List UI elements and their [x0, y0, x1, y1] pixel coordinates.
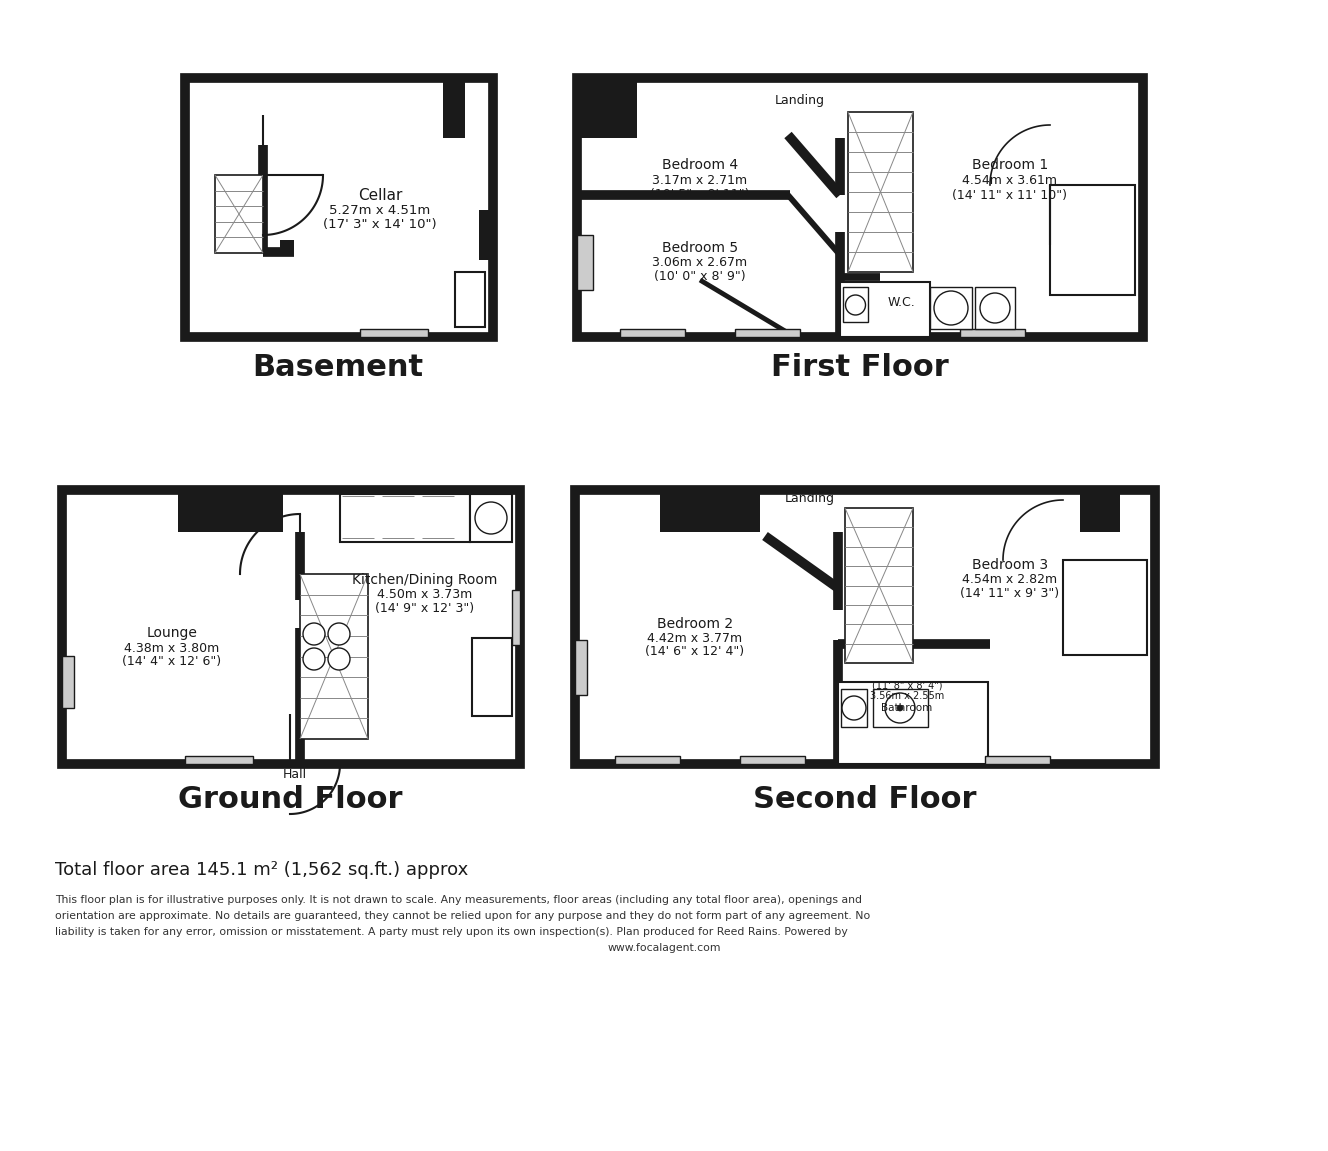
Bar [340, 494, 470, 542]
Text: (14' 4" x 12' 6"): (14' 4" x 12' 6") [122, 656, 222, 669]
Text: Bedroom 5: Bedroom 5 [661, 241, 738, 256]
Bar [456, 272, 485, 327]
Bar [470, 494, 513, 542]
Bar [575, 490, 1155, 764]
Bar [576, 235, 594, 290]
Text: 4.50m x 3.73m: 4.50m x 3.73m [377, 587, 473, 601]
Bar [575, 640, 587, 695]
Bar [444, 78, 465, 138]
Text: This floor plan is for illustrative purposes only. It is not drawn to scale. Any: This floor plan is for illustrative purp… [54, 895, 862, 905]
Bar [872, 689, 928, 727]
Text: orientation are approximate. No details are guaranteed, they cannot be relied up: orientation are approximate. No details … [54, 910, 870, 921]
Text: (14' 11" x 9' 3"): (14' 11" x 9' 3") [960, 587, 1060, 600]
Bar [975, 287, 1015, 329]
Text: 3.17m x 2.71m: 3.17m x 2.71m [652, 174, 748, 186]
Text: Kitchen/Dining Room: Kitchen/Dining Room [352, 573, 498, 587]
Circle shape [303, 648, 325, 670]
Circle shape [328, 648, 351, 670]
Bar [960, 329, 1025, 337]
Text: (17' 3" x 14' 10"): (17' 3" x 14' 10") [323, 218, 437, 230]
Text: Lounge: Lounge [146, 626, 198, 640]
Circle shape [846, 295, 866, 315]
Text: (14' 9" x 12' 3"): (14' 9" x 12' 3") [376, 602, 474, 615]
Circle shape [303, 623, 325, 645]
Bar [1062, 561, 1147, 655]
Text: (11' 8" x 8' 4"): (11' 8" x 8' 4") [871, 680, 943, 689]
Circle shape [842, 696, 866, 721]
Bar [660, 490, 760, 532]
Text: (14' 6" x 12' 4"): (14' 6" x 12' 4") [645, 646, 745, 658]
Bar [62, 656, 74, 708]
Text: Bedroom 3: Bedroom 3 [972, 558, 1048, 572]
Text: 3.06m x 2.67m: 3.06m x 2.67m [652, 256, 748, 268]
Bar [620, 329, 685, 337]
Text: 3.56m x 2.55m: 3.56m x 2.55m [870, 691, 944, 701]
Bar [576, 78, 1143, 337]
Circle shape [884, 693, 915, 723]
Text: 5.27m x 4.51m: 5.27m x 4.51m [329, 204, 430, 216]
Text: Landing: Landing [776, 93, 825, 107]
Bar [479, 209, 493, 260]
Bar [62, 490, 521, 764]
Text: W.C.: W.C. [888, 296, 916, 308]
Circle shape [934, 291, 968, 325]
Bar [513, 590, 521, 645]
Bar [178, 490, 283, 532]
Circle shape [328, 623, 351, 645]
Bar [1080, 490, 1120, 532]
Text: Hall: Hall [283, 769, 307, 782]
Text: 4.38m x 3.80m: 4.38m x 3.80m [125, 641, 219, 655]
Circle shape [896, 706, 903, 711]
Text: www.focalagent.com: www.focalagent.com [607, 943, 721, 953]
Text: (14' 11" x 11' 10"): (14' 11" x 11' 10") [952, 189, 1068, 201]
Text: 4.42m x 3.77m: 4.42m x 3.77m [648, 632, 742, 645]
Bar [841, 689, 867, 727]
Bar [360, 329, 428, 337]
Text: Bedroom 4: Bedroom 4 [661, 158, 738, 171]
Text: Landing: Landing [785, 491, 835, 504]
Circle shape [475, 502, 507, 534]
Bar [838, 683, 988, 764]
Text: Total floor area 145.1 m² (1,562 sq.ft.) approx: Total floor area 145.1 m² (1,562 sq.ft.)… [54, 861, 469, 879]
Circle shape [980, 294, 1011, 323]
Bar [185, 756, 254, 764]
Bar [1050, 185, 1135, 295]
Bar [841, 282, 930, 337]
Text: Bathroom: Bathroom [882, 703, 932, 712]
Bar [740, 756, 805, 764]
Text: Cellar: Cellar [357, 188, 402, 203]
Bar [471, 638, 513, 716]
Text: liability is taken for any error, omission or misstatement. A party must rely up: liability is taken for any error, omissi… [54, 927, 847, 937]
Text: (10' 5" x 8' 11"): (10' 5" x 8' 11") [651, 188, 750, 200]
Bar [930, 287, 972, 329]
Bar [734, 329, 799, 337]
Bar [185, 78, 493, 337]
Bar [849, 112, 914, 272]
Text: Bedroom 1: Bedroom 1 [972, 158, 1048, 171]
Bar [280, 241, 293, 254]
Text: Second Floor: Second Floor [753, 785, 977, 815]
Bar [985, 756, 1050, 764]
Text: Bedroom 2: Bedroom 2 [657, 617, 733, 631]
Bar [215, 175, 263, 253]
Text: First Floor: First Floor [772, 352, 950, 381]
Bar [576, 78, 637, 138]
Text: 4.54m x 2.82m: 4.54m x 2.82m [963, 572, 1057, 586]
Text: 4.54m x 3.61m: 4.54m x 3.61m [963, 174, 1057, 186]
Bar [843, 287, 869, 322]
Bar [615, 756, 680, 764]
Bar [845, 508, 914, 663]
Text: (10' 0" x 8' 9"): (10' 0" x 8' 9") [655, 269, 746, 282]
Bar [300, 574, 368, 739]
Text: Ground Floor: Ground Floor [178, 785, 402, 815]
Text: Basement: Basement [252, 352, 424, 381]
